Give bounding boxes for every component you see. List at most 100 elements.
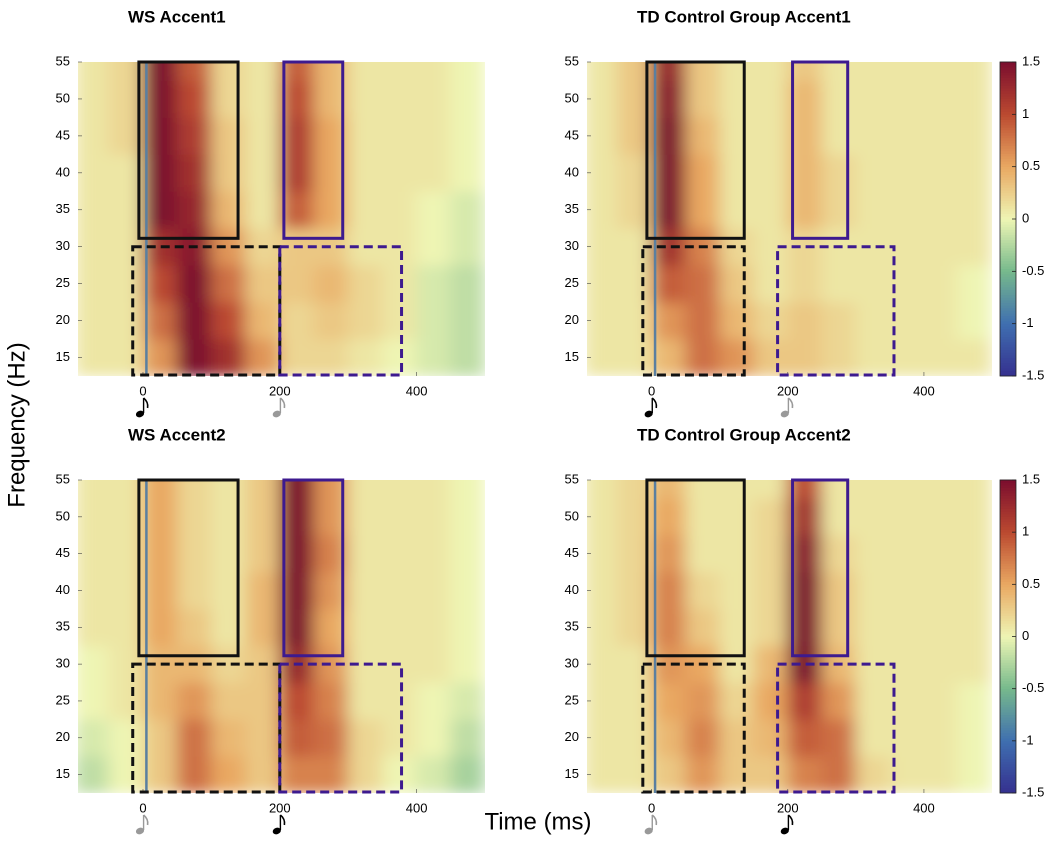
heatmap-cell	[719, 645, 755, 684]
heatmap-cell	[617, 62, 653, 81]
heatmap-cell	[685, 682, 721, 720]
heatmap-cell	[416, 301, 452, 340]
note-icon	[272, 814, 286, 835]
heatmap-cell	[347, 301, 383, 340]
heatmap-cell	[210, 79, 247, 118]
heatmap-cell	[923, 264, 959, 303]
heatmap-cell	[176, 571, 212, 610]
heatmap-cell	[313, 755, 349, 793]
colorbar-tick-label: -0.5	[1022, 263, 1044, 278]
heatmap-cell	[753, 62, 789, 81]
y-tick-label: 25	[565, 692, 579, 707]
y-tick-label: 50	[56, 508, 70, 523]
heatmap-cell	[787, 718, 823, 757]
heatmap-cell	[651, 79, 687, 118]
heatmap-cell	[176, 338, 212, 376]
colorbar: -1.5 -1 -0.5 0 0.5 1 1.5	[999, 471, 1044, 799]
heatmap-cell	[416, 227, 452, 266]
heatmap	[587, 480, 992, 793]
heatmap-cell	[719, 190, 755, 229]
colorbar-tick-label: 1.5	[1022, 53, 1040, 68]
heatmap-cell	[587, 190, 619, 229]
heatmap-cell	[416, 480, 452, 499]
y-tick-label: 30	[56, 656, 70, 671]
heatmap-cell	[821, 190, 857, 229]
heatmap-cell	[416, 497, 452, 536]
x-tick-label: 0	[139, 383, 146, 398]
heatmap-cell	[313, 301, 349, 340]
heatmap-cell	[923, 682, 959, 720]
heatmap-cell	[313, 718, 349, 757]
heatmap-cell	[855, 608, 891, 647]
heatmap-cell	[176, 79, 212, 118]
analysis-window	[137, 60, 240, 240]
heatmap-cell	[651, 645, 687, 684]
heatmap-cell	[381, 682, 418, 720]
heatmap-cell	[587, 264, 619, 303]
heatmap-cell	[450, 534, 485, 573]
note-icon	[780, 397, 794, 418]
heatmap-cell	[651, 480, 687, 499]
heatmap-cell	[889, 62, 925, 81]
y-tick-label: 20	[565, 312, 579, 327]
heatmap-cell	[753, 497, 789, 536]
analysis-window	[791, 478, 850, 658]
heatmap-cell	[821, 718, 857, 757]
y-tick-label: 55	[56, 471, 70, 486]
heatmap-cell	[617, 480, 653, 499]
heatmap-cell	[347, 116, 383, 155]
heatmap-cell	[957, 153, 992, 192]
heatmap-cell	[685, 153, 721, 192]
heatmap-cell	[450, 227, 485, 266]
heatmap-cell	[651, 264, 687, 303]
heatmap-cell	[416, 718, 452, 757]
y-tick-label: 30	[565, 238, 579, 253]
heatmap-cell	[651, 534, 687, 573]
heatmap-cells	[78, 480, 485, 793]
heatmap-cell	[957, 264, 992, 303]
heatmap-cell	[78, 608, 110, 647]
heatmap-cell	[787, 62, 823, 81]
y-tick-label: 40	[56, 582, 70, 597]
heatmap	[587, 62, 992, 376]
heatmap-cell	[450, 153, 485, 192]
heatmap-cell	[617, 718, 653, 757]
heatmap-cell	[685, 338, 721, 376]
heatmap-cell	[889, 480, 925, 499]
x-tick-label: 200	[269, 800, 291, 815]
heatmap-cell	[381, 608, 418, 647]
heatmap-cell	[787, 338, 823, 376]
heatmap-cell	[923, 190, 959, 229]
heatmap-cell	[210, 608, 247, 647]
colorbar: -1.5 -1 -0.5 0 0.5 1 1.5	[999, 53, 1044, 382]
heatmap-cell	[587, 153, 619, 192]
heatmap-cell	[719, 301, 755, 340]
heatmap-cell	[587, 608, 619, 647]
heatmap-cell	[450, 190, 485, 229]
heatmap-cell	[855, 682, 891, 720]
heatmap-cell	[450, 264, 485, 303]
heatmap-cell	[957, 301, 992, 340]
heatmap-cell	[587, 755, 619, 793]
x-tick-label: 0	[139, 800, 146, 815]
heatmap-cell	[210, 264, 247, 303]
heatmap-cell	[142, 497, 178, 536]
analysis-window	[137, 478, 240, 658]
heatmap-cell	[923, 79, 959, 118]
heatmap-cell	[719, 116, 755, 155]
heatmap-cell	[176, 62, 212, 81]
y-tick-label: 45	[565, 545, 579, 560]
heatmap-cell	[176, 497, 212, 536]
colorbar-tick-label: 0.5	[1022, 158, 1040, 173]
heatmap-cell	[381, 190, 418, 229]
heatmap-cell	[855, 62, 891, 81]
heatmap-cell	[753, 755, 789, 793]
y-tick-label: 15	[56, 766, 70, 781]
heatmap-cell	[210, 645, 247, 684]
heatmap-cell	[78, 682, 110, 720]
analysis-window	[641, 245, 746, 377]
heatmap-cell	[651, 62, 687, 81]
heatmap-cell	[416, 62, 452, 81]
heatmap-cell	[923, 718, 959, 757]
heatmap-cell	[78, 497, 110, 536]
